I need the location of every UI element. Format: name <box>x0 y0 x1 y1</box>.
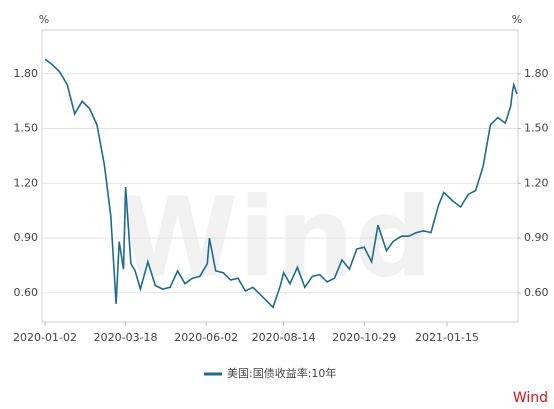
legend-label: 美国:国债收益率:10年 <box>227 366 336 380</box>
y-tick-label: 1.20 <box>14 176 39 189</box>
plot-frame <box>41 29 519 323</box>
x-tick-label: 2020-03-18 <box>94 331 158 344</box>
x-tick-label: 2020-10-29 <box>332 331 396 344</box>
x-tick-label: 2020-06-02 <box>174 331 238 344</box>
data-line <box>44 58 518 309</box>
y-tick-label: 0.60 <box>14 286 39 299</box>
y-tick-label: 1.80 <box>14 67 39 80</box>
x-tick-label: 2021-01-15 <box>415 331 479 344</box>
y2-tick-label: 1.20 <box>524 176 549 189</box>
y2-tick-label: 1.50 <box>524 122 549 135</box>
y-tick-label: 0.90 <box>14 231 39 244</box>
y2-tick-label: 1.80 <box>524 67 549 80</box>
x-tick-label: 2020-01-02 <box>13 331 77 344</box>
y-axis-label: % <box>39 13 49 26</box>
y-tick-label: 1.50 <box>14 122 39 135</box>
watermark: Wind <box>117 173 433 301</box>
brand: Wind <box>513 390 548 406</box>
y2-axis-label: % <box>512 13 522 26</box>
x-tick-label: 2020-08-14 <box>252 331 316 344</box>
y2-tick-label: 0.60 <box>524 286 549 299</box>
y2-tick-label: 0.90 <box>524 231 549 244</box>
